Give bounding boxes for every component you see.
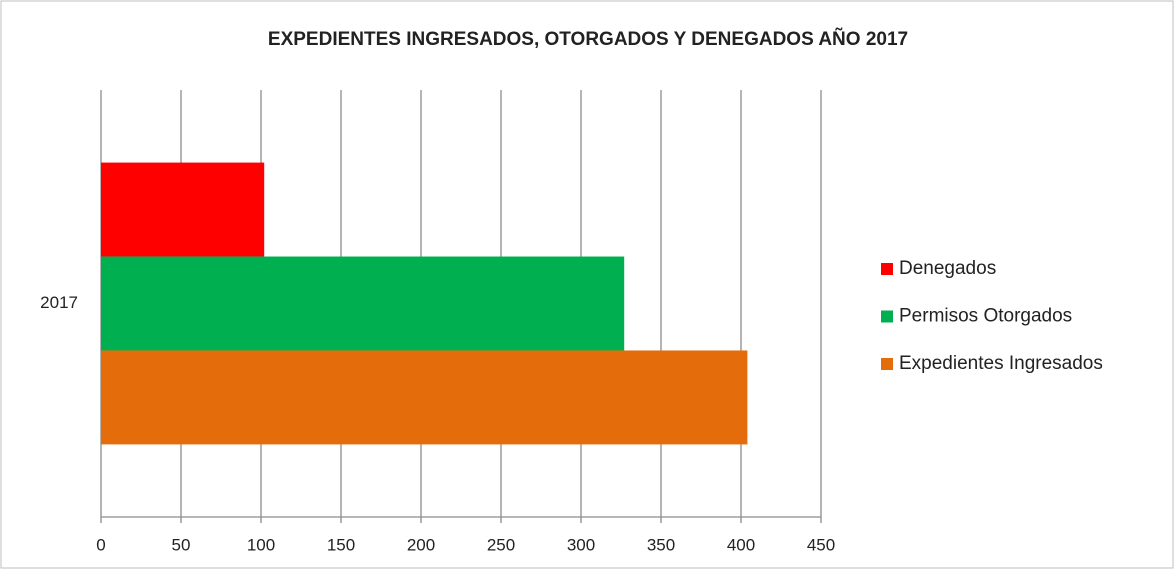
legend-label: Permisos Otorgados (899, 306, 1072, 327)
x-tick-label: 50 (172, 535, 191, 554)
x-tick-label: 250 (487, 535, 515, 554)
legend-label: Expedientes Ingresados (899, 353, 1103, 374)
y-tick-label: 2017 (40, 293, 78, 312)
x-tick-label: 400 (727, 535, 755, 554)
chart-title: EXPEDIENTES INGRESADOS, OTORGADOS Y DENE… (268, 28, 908, 50)
x-tick-label: 150 (327, 535, 355, 554)
x-tick-label: 0 (96, 535, 105, 554)
legend-label: Denegados (899, 258, 996, 279)
x-tick-label: 100 (247, 535, 275, 554)
bar (101, 162, 265, 257)
x-tick-label: 350 (647, 535, 675, 554)
bar (101, 256, 625, 351)
x-tick-label: 200 (407, 535, 435, 554)
legend-swatch (881, 310, 893, 323)
legend-swatch (881, 358, 893, 370)
legend-swatch (881, 263, 893, 275)
x-tick-label: 450 (807, 535, 835, 554)
x-tick-label: 300 (567, 535, 595, 554)
bar (101, 350, 748, 445)
